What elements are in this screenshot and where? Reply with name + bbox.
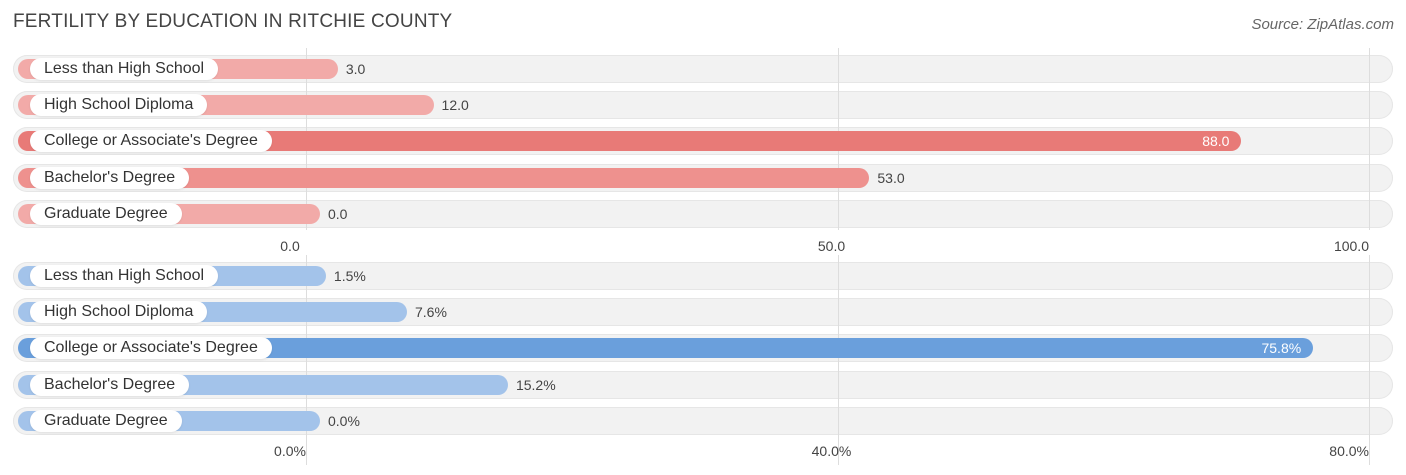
gridline — [837, 262, 839, 290]
value-label: 0.0% — [328, 412, 360, 429]
tick-label: 100.0 — [1333, 238, 1369, 254]
gridline — [837, 298, 839, 327]
value-label: 12.0 — [441, 97, 469, 114]
category-label: College or Associate's Degree — [30, 337, 272, 360]
tick-label: 40.0% — [811, 443, 852, 459]
category-label: Graduate Degree — [30, 409, 182, 432]
value-label: 0.0 — [328, 205, 348, 222]
gridline — [1369, 163, 1370, 192]
category-label: High School Diploma — [30, 301, 208, 324]
gridline — [837, 199, 839, 228]
value-label: 75.8% — [1261, 340, 1302, 357]
value-label: 3.0 — [345, 61, 366, 77]
value-label: 1.5% — [333, 268, 366, 284]
gridline — [837, 370, 839, 399]
gridline — [1369, 262, 1370, 290]
bar — [18, 338, 1314, 359]
gridline — [1369, 406, 1370, 435]
category-label: Less than High School — [30, 265, 219, 287]
category-label: College or Associate's Degree — [30, 130, 272, 153]
chart-source: Source: ZipAtlas.com — [1251, 16, 1394, 33]
value-label: 7.6% — [414, 304, 447, 321]
value-label: 53.0 — [877, 169, 905, 186]
value-label: 88.0 — [1202, 133, 1230, 150]
tick-label: 50.0 — [817, 238, 846, 254]
gridline — [1369, 298, 1370, 327]
bar — [18, 167, 870, 188]
category-label: Bachelor's Degree — [30, 166, 190, 189]
tick-label: 0.0 — [280, 238, 300, 254]
bar — [18, 131, 1242, 152]
category-label: Less than High School — [30, 58, 219, 80]
category-label: Bachelor's Degree — [30, 373, 190, 396]
gridline — [1369, 370, 1370, 399]
gridline — [1369, 199, 1370, 228]
gridline — [837, 91, 839, 120]
gridline — [1369, 55, 1370, 83]
chart-title: FERTILITY BY EDUCATION IN RITCHIE COUNTY — [13, 11, 453, 32]
tick-label: 0.0% — [274, 443, 306, 459]
category-label: Graduate Degree — [30, 202, 182, 225]
value-label: 15.2% — [515, 376, 556, 393]
gridline — [1369, 334, 1370, 363]
gridline — [837, 55, 839, 83]
category-label: High School Diploma — [30, 94, 208, 117]
gridline — [837, 406, 839, 435]
tick-label: 80.0% — [1329, 443, 1369, 459]
gridline — [1369, 91, 1370, 120]
gridline — [1369, 127, 1370, 156]
